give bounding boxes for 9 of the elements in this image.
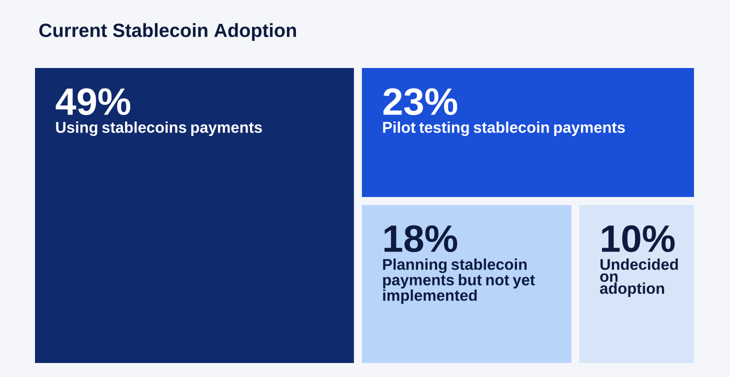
text: Current Stablecoin Adoption <box>39 23 296 41</box>
data-label: 49% <box>56 88 130 116</box>
data-label: 18% <box>384 225 458 252</box>
data-label: 10% <box>602 225 675 252</box>
data-label: 23% <box>383 88 458 116</box>
category-label: Planning stablecoin payments but not yet implemented <box>383 258 535 304</box>
category-label: Pilot testing stablecoin payments <box>383 121 625 136</box>
category-label: Undecided on adoption <box>600 258 678 297</box>
category-label: Using stablecoins payments <box>56 121 262 136</box>
